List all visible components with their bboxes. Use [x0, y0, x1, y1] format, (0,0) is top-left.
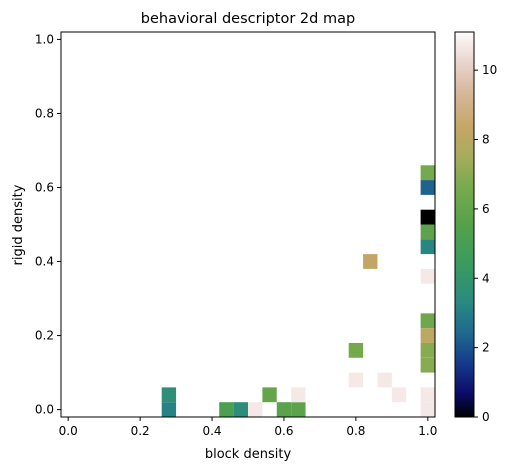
- colorbar-tick-label: 6: [482, 202, 490, 216]
- heatmap-cell: [363, 254, 378, 269]
- heatmap-cell: [291, 402, 306, 417]
- y-tick-label: 0.8: [35, 106, 54, 120]
- heatmap-cell: [420, 165, 435, 181]
- heatmap-cells: [161, 165, 435, 417]
- heatmap-cell: [420, 224, 435, 240]
- heatmap-cell: [420, 313, 435, 329]
- x-axis-label: block density: [205, 447, 292, 462]
- heatmap-cell: [420, 268, 435, 284]
- x-tick-label: 0.2: [131, 424, 150, 438]
- colorbar: [454, 31, 475, 418]
- heatmap-cell: [233, 402, 248, 417]
- heatmap-cell: [420, 357, 435, 373]
- heatmap-cell: [219, 402, 234, 417]
- heatmap-cell: [161, 402, 177, 417]
- heatmap-cell: [291, 387, 306, 403]
- y-tick-label: 0.4: [35, 255, 54, 269]
- x-tick-label: 0.4: [202, 424, 221, 438]
- heatmap-cell: [262, 387, 277, 403]
- heatmap-cell: [276, 402, 292, 417]
- x-tick-label: 0.6: [274, 424, 293, 438]
- y-tick-label: 1.0: [35, 32, 54, 46]
- heatmap-cell: [420, 180, 435, 195]
- y-axis-ticks: 0.0 0.2 0.4 0.6 0.8 1.0: [35, 32, 61, 417]
- y-tick-label: 0.0: [35, 403, 54, 417]
- y-tick-label: 0.6: [35, 180, 54, 194]
- x-axis-ticks: 0.0 0.2 0.4 0.6 0.8 1.0: [59, 417, 437, 438]
- plot-frame: [60, 31, 436, 418]
- colorbar-tick-label: 10: [482, 63, 497, 77]
- x-tick-label: 0.8: [346, 424, 365, 438]
- colorbar-tick-label: 8: [482, 133, 490, 147]
- heatmap-cell: [420, 387, 435, 403]
- heatmap-cell: [161, 387, 177, 403]
- heatmap-cell: [248, 402, 263, 417]
- heatmap-cell: [420, 209, 435, 225]
- y-axis-label: rigid density: [11, 184, 26, 265]
- colorbar-ticks: 0 2 4 6 8 10: [474, 63, 497, 424]
- colorbar-tick-label: 2: [482, 341, 490, 355]
- y-tick-label: 0.2: [35, 329, 54, 343]
- chart-title: behavioral descriptor 2d map: [141, 11, 355, 27]
- heatmap-cell: [420, 239, 435, 255]
- x-tick-label: 0.0: [59, 424, 78, 438]
- colorbar-tick-label: 0: [482, 410, 490, 424]
- heatmap-cell: [391, 387, 407, 403]
- x-tick-label: 1.0: [418, 424, 437, 438]
- heatmap-cell: [420, 328, 435, 343]
- heatmap-cell: [348, 342, 364, 358]
- heatmap-cell: [420, 342, 435, 358]
- heatmap-cell: [420, 402, 435, 417]
- colorbar-tick-label: 4: [482, 271, 490, 285]
- heatmap-cell: [377, 372, 392, 388]
- heatmap-cell: [348, 372, 364, 388]
